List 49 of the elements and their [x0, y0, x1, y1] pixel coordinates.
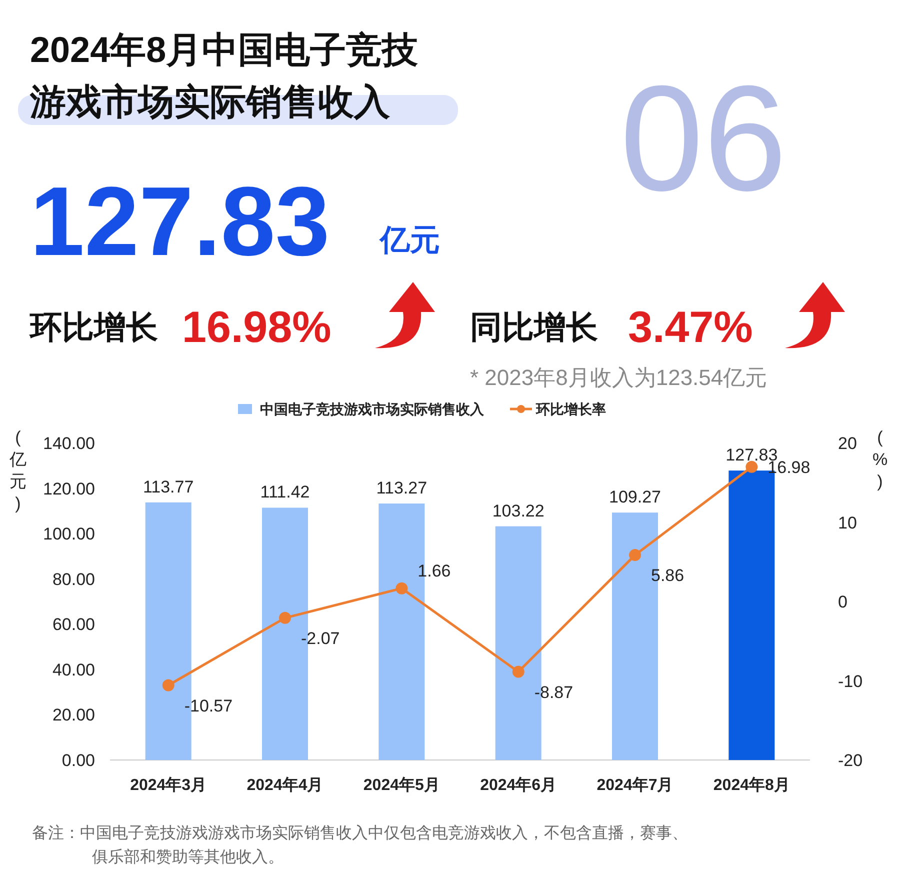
y2-tick-label: 0: [838, 592, 848, 612]
data-label: 113.27: [376, 478, 428, 498]
point: [512, 666, 524, 678]
data-label: 113.77: [142, 477, 194, 496]
y2-axis-title: (%): [872, 428, 888, 491]
x-tick-label: 2024年3月: [130, 776, 207, 794]
text: 3.47%: [628, 303, 753, 352]
data-label: -2.07: [301, 628, 340, 648]
text: 16.98%: [182, 303, 332, 352]
x-tick-label: 2024年7月: [596, 776, 674, 794]
text: 06: [620, 54, 787, 222]
y-tick-label: 80.00: [52, 570, 95, 589]
data-label: -8.87: [534, 682, 574, 702]
y-tick-label: 100.00: [43, 524, 95, 544]
legend-label: 环比增长率: [535, 401, 606, 417]
data-label: 103.22: [492, 501, 544, 520]
y-tick-label: 140.00: [43, 434, 95, 453]
y-tick-label: 60.00: [52, 615, 95, 634]
y-tick-label: 120.00: [43, 479, 95, 498]
text: 备注：中国电子竞技游戏游戏市场实际销售收入中仅包含电竞游戏收入，不包含直播，赛事、俱乐部和赞助等其他收入。: [32, 824, 688, 866]
y2-tick-label: 10: [838, 513, 857, 532]
data-label: -10.57: [184, 696, 233, 716]
text: 环比增长: [28, 309, 158, 345]
legend-label: 中国电子竞技游戏市场实际销售收入: [260, 401, 485, 417]
chart-title: 2024年8月中国电子竞技游戏市场实际销售收入: [29, 29, 418, 122]
y-tick-label: 40.00: [52, 660, 95, 680]
point: [629, 549, 641, 562]
point: [396, 582, 408, 594]
x-tick-label: 2024年4月: [246, 776, 324, 794]
y2-tick-label: -10: [838, 672, 863, 691]
data-label: 1.66: [418, 561, 451, 580]
point: [279, 612, 291, 624]
text: 127.83: [30, 166, 330, 276]
y-tick-label: 0.00: [62, 751, 95, 770]
data-label: 109.27: [609, 488, 661, 507]
point: [162, 679, 174, 692]
point: [746, 460, 758, 473]
data-label: 111.42: [260, 482, 310, 502]
x-tick-label: 2024年8月: [713, 776, 790, 794]
y-tick-label: 20.00: [52, 706, 95, 725]
text: * 2023年8月收入为123.54亿元: [470, 365, 768, 390]
text: 同比增长: [470, 309, 598, 345]
y-axis-title: (亿元): [8, 428, 26, 513]
x-tick-label: 2024年6月: [480, 776, 557, 794]
y2-tick-label: 20: [838, 434, 857, 453]
y2-tick-label: -20: [838, 751, 863, 770]
data-label: 5.86: [651, 566, 684, 586]
x-tick-label: 2024年5月: [363, 776, 440, 794]
text: 亿元: [378, 224, 440, 257]
